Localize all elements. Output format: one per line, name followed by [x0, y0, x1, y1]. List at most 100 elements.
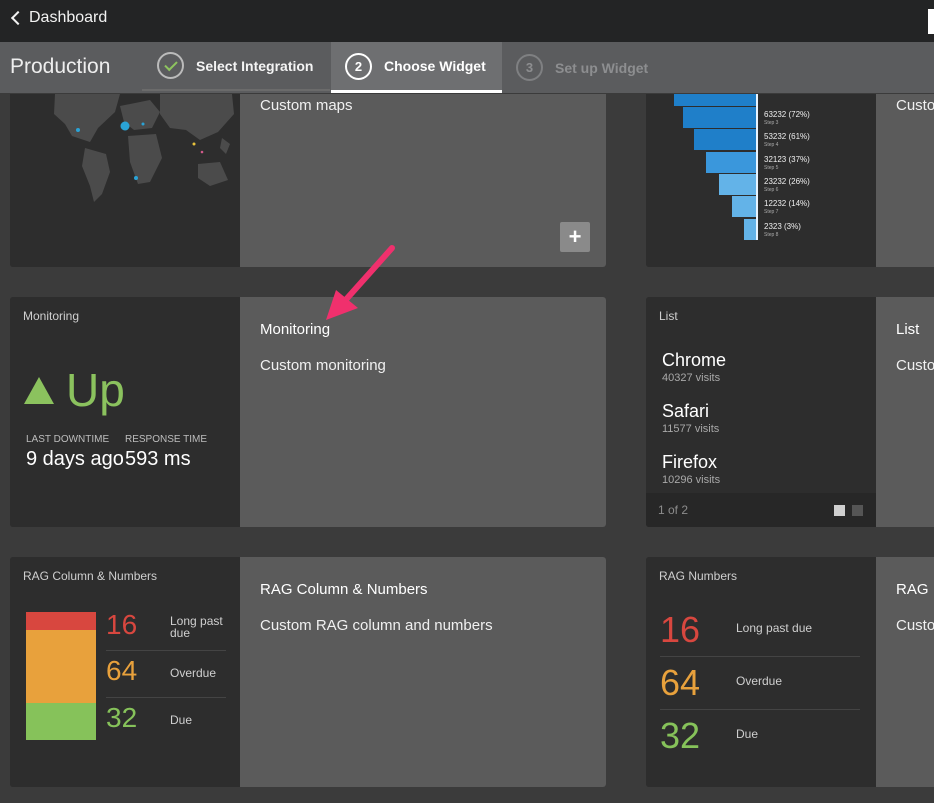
list-item: Firefox 10296 visits [662, 452, 720, 486]
rag-label: Long past due [170, 614, 223, 640]
back-label: Dashboard [29, 9, 108, 26]
widget-description: Custom RAG column and numbers [260, 617, 493, 634]
rag-row: 64 Overdue [660, 658, 860, 711]
back-to-dashboard-link[interactable]: Dashboard [10, 9, 107, 27]
response-time-label: RESPONSE TIME [125, 434, 208, 445]
list-item: Safari 11577 visits [662, 401, 719, 435]
rag-segment-red [26, 612, 96, 630]
widget-description: Custo [896, 97, 934, 114]
widget-card-rag-numbers[interactable]: RAG Numbers 16 Long past due 64 Overdue … [646, 557, 934, 787]
step-label: Set up Widget [555, 59, 649, 76]
step-label: Select Integration [196, 57, 314, 74]
funnel-bar [694, 129, 756, 151]
step-set-up-widget[interactable]: 3 Set up Widget [502, 42, 682, 93]
wizard-bar: Production Select Integration 2 Choose W… [0, 42, 934, 93]
rag-numbers-info: RAG I Custo [876, 557, 934, 787]
divider [660, 656, 860, 657]
rag-label: Due [170, 713, 193, 727]
world-map-preview [54, 94, 234, 202]
annotation-arrow-icon [326, 245, 395, 320]
page-title: Production [10, 55, 111, 78]
maps-preview [10, 94, 240, 267]
rag-label: Due [736, 727, 759, 741]
step-number: 3 [516, 54, 543, 81]
widget-card-monitoring[interactable]: Monitoring Up LAST DOWNTIME RESPONSE TIM… [10, 297, 606, 527]
status-up: Up [24, 363, 125, 417]
status-text: Up [66, 364, 125, 416]
preview-label: List [659, 309, 678, 323]
corner-indicator [928, 9, 934, 34]
list-item-name: Firefox [662, 452, 718, 472]
add-widget-button[interactable]: + [560, 222, 590, 252]
rag-stacked-column [26, 612, 96, 740]
funnel-bar [732, 196, 756, 218]
funnel-axis [756, 94, 758, 240]
rag-row: 16 Long past due [106, 607, 226, 653]
preview-label: RAG Numbers [659, 569, 738, 583]
rag-row: 64 Overdue [106, 653, 226, 699]
divider [106, 697, 226, 698]
step-select-integration[interactable]: Select Integration [142, 42, 330, 91]
widget-card-maps[interactable]: Custom maps + [10, 94, 606, 267]
check-icon [163, 57, 178, 71]
step-label: Choose Widget [384, 58, 486, 74]
top-bar: Dashboard [0, 0, 934, 42]
page-indicator: 1 of 2 [658, 503, 689, 517]
list-preview: List Chrome 40327 visits Safari 11577 vi… [646, 297, 876, 527]
rag-value: 64 [106, 655, 138, 686]
rag-column-preview: RAG Column & Numbers 16 Long past due 64… [10, 557, 240, 787]
maps-info: Custom maps + [240, 94, 606, 267]
widget-title: List [896, 321, 920, 338]
divider [106, 650, 226, 651]
list-pager: 1 of 2 [646, 493, 876, 527]
funnel-label: 53232 (61%) Step 4 [764, 132, 810, 149]
rag-value: 32 [106, 702, 138, 733]
step-complete-icon [157, 52, 184, 79]
step-number: 2 [345, 52, 372, 80]
up-arrow-icon [24, 376, 54, 404]
rag-value: 32 [660, 715, 701, 756]
funnel-label: 32123 (37%) Step 5 [764, 154, 810, 171]
funnel-preview [646, 94, 876, 267]
rag-label: Long past due [736, 621, 813, 635]
preview-label: Monitoring [23, 309, 80, 323]
rag-value: 16 [660, 609, 701, 650]
rag-label: Overdue [170, 666, 217, 680]
funnel-info: Custo [876, 94, 934, 267]
rag-value: 64 [660, 662, 701, 703]
list-item-name: Safari [662, 401, 710, 421]
rag-row: 32 Due [106, 700, 226, 746]
rag-row: 16 Long past due [660, 605, 860, 658]
list-item-visits: 11577 visits [662, 423, 720, 435]
last-downtime-label: LAST DOWNTIME [26, 434, 110, 445]
last-downtime-value: 9 days ago [26, 448, 124, 470]
rag-value: 16 [106, 609, 138, 640]
response-time-value: 593 ms [125, 448, 191, 470]
funnel-bar [706, 151, 756, 173]
widget-title: Monitoring [260, 321, 331, 338]
widget-description: Custo [896, 617, 934, 634]
funnel-bar [719, 173, 756, 195]
rag-column-info: RAG Column & Numbers Custom RAG column a… [240, 557, 606, 787]
funnel-bar [683, 107, 756, 128]
rag-row: 32 Due [660, 711, 860, 764]
monitoring-info: Monitoring Custom monitoring [240, 297, 606, 527]
widget-card-list[interactable]: List Chrome 40327 visits Safari 11577 vi… [646, 297, 934, 527]
rag-label: Overdue [736, 674, 783, 688]
monitoring-preview: Monitoring Up LAST DOWNTIME RESPONSE TIM… [10, 297, 240, 527]
page-dot[interactable] [852, 505, 863, 516]
widget-card-rag-column[interactable]: RAG Column & Numbers 16 Long past due 64… [10, 557, 606, 787]
funnel-label: 2323 (3%) Step 8 [764, 221, 801, 238]
list-item-name: Chrome [662, 350, 727, 370]
funnel-label: 23232 (26%) Step 6 [764, 176, 810, 193]
step-choose-widget[interactable]: 2 Choose Widget [331, 42, 502, 93]
widget-description: Custo [896, 357, 934, 374]
list-item: Chrome 40327 visits [662, 350, 726, 384]
list-item-visits: 40327 visits [662, 372, 721, 384]
page-dot-active[interactable] [834, 505, 845, 516]
widget-title: RAG Column & Numbers [260, 581, 428, 598]
preview-label: RAG Column & Numbers [23, 569, 158, 583]
divider [660, 709, 860, 710]
list-info: List Custo [876, 297, 934, 527]
widget-description: Custom monitoring [260, 357, 386, 374]
